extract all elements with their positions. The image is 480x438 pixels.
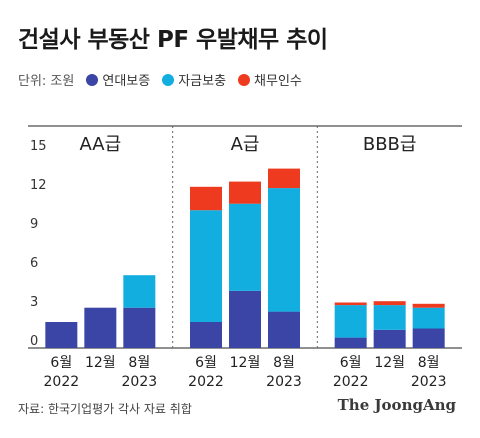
x-tick-month: 8월 [273,355,295,371]
bar-segment-fund-supplement [373,305,406,330]
x-tick-month: 12월 [230,355,261,371]
legend-label: 채무인수 [254,74,302,89]
y-tick-label: 9 [30,217,38,232]
bar-segment-fund-supplement [229,203,261,291]
y-tick-label: 15 [30,139,47,154]
legend-label: 자금보충 [178,74,227,89]
bar-segment-debt-assumption [229,181,261,204]
x-tick-year: 2022 [333,374,369,390]
bar-segment-debt-assumption [334,302,367,306]
bar-segment-joint-guarantee [190,322,222,348]
x-tick-year: 2023 [411,374,447,390]
y-tick-label: 0 [30,334,38,349]
x-tick-month: 8월 [128,355,150,371]
legend-dot-icon [86,73,99,86]
bar-segment-fund-supplement [334,305,367,338]
bar-segment-fund-supplement [412,307,445,329]
bar-segment-fund-supplement [123,275,156,308]
legend-dot-icon [162,73,175,86]
group-label: A급 [231,134,260,155]
legend-item-fund-supplement: 자금보충 [162,70,226,89]
bar-segment-joint-guarantee [373,329,406,348]
bar-segment-joint-guarantee [123,307,156,348]
source-note: 자료: 한국기업평가 각사 자료 취합 [18,402,192,416]
bar-segment-debt-assumption [190,186,222,211]
x-tick-month: 12월 [85,355,116,371]
group-label: BBB급 [363,134,417,155]
x-tick-month: 8월 [418,355,440,371]
x-tick-month: 6월 [340,355,362,371]
x-tick-month: 12월 [374,355,405,371]
bar-segment-fund-supplement [190,210,222,322]
legend-dot-icon [238,73,251,86]
bar-segment-joint-guarantee [45,322,78,348]
legend-item-debt-assumption: 채무인수 [238,70,302,89]
legend-item-joint-guarantee: 연대보증 [86,70,150,89]
bar-segment-debt-assumption [412,303,445,308]
unit-label: 단위: 조원 [18,74,75,89]
bar-segment-joint-guarantee [229,290,261,348]
x-tick-month: 6월 [50,355,72,371]
bar-segment-joint-guarantee [84,307,117,348]
x-tick-year: 2022 [44,374,80,390]
bar-segment-debt-assumption [268,168,300,189]
group-label: AA급 [79,134,121,155]
legend-label: 연대보증 [102,74,151,89]
bar-segment-joint-guarantee [268,311,300,348]
legend: 단위: 조원 연대보증 자금보충 채무인수 [18,70,314,89]
y-tick-label: 3 [30,295,38,310]
bar-segment-debt-assumption [373,301,406,306]
bar-segment-fund-supplement [268,188,300,312]
bar-segment-joint-guarantee [334,337,367,348]
y-tick-label: 6 [30,256,38,271]
x-tick-year: 2023 [122,374,158,390]
publisher-logo: The JoongAng [337,396,456,414]
bar-segment-joint-guarantee [412,328,445,348]
y-tick-label: 12 [30,178,47,193]
x-tick-year: 2022 [188,374,224,390]
x-tick-month: 6월 [195,355,217,371]
x-tick-year: 2023 [266,374,302,390]
chart-title: 건설사 부동산 PF 우발채무 추이 [18,27,328,53]
